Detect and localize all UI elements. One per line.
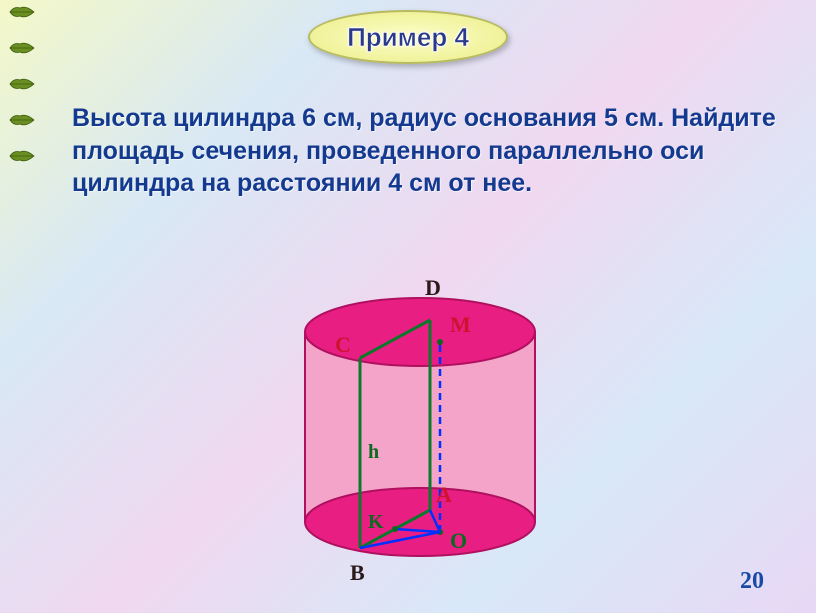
label-M: M	[450, 312, 471, 337]
label-C: C	[335, 332, 351, 357]
label-A: A	[436, 482, 452, 507]
label-h: h	[368, 441, 379, 463]
label-K: K	[368, 511, 384, 533]
bullet-icon	[8, 112, 36, 128]
bullet-icon	[8, 4, 36, 20]
slide-bullets	[8, 4, 36, 164]
page-number: 20	[740, 568, 764, 595]
bullet-icon	[8, 40, 36, 56]
label-O: O	[450, 528, 467, 553]
label-D: D	[425, 275, 441, 300]
problem-statement: Высота цилиндра 6 см, радиус основания 5…	[72, 102, 776, 200]
bullet-icon	[8, 76, 36, 92]
title-badge: Пример 4	[308, 10, 508, 64]
bullet-icon	[8, 148, 36, 164]
cylinder-diagram: D M C h A K O B	[240, 270, 600, 600]
slide-title: Пример 4	[347, 22, 469, 53]
label-B: B	[350, 560, 365, 585]
